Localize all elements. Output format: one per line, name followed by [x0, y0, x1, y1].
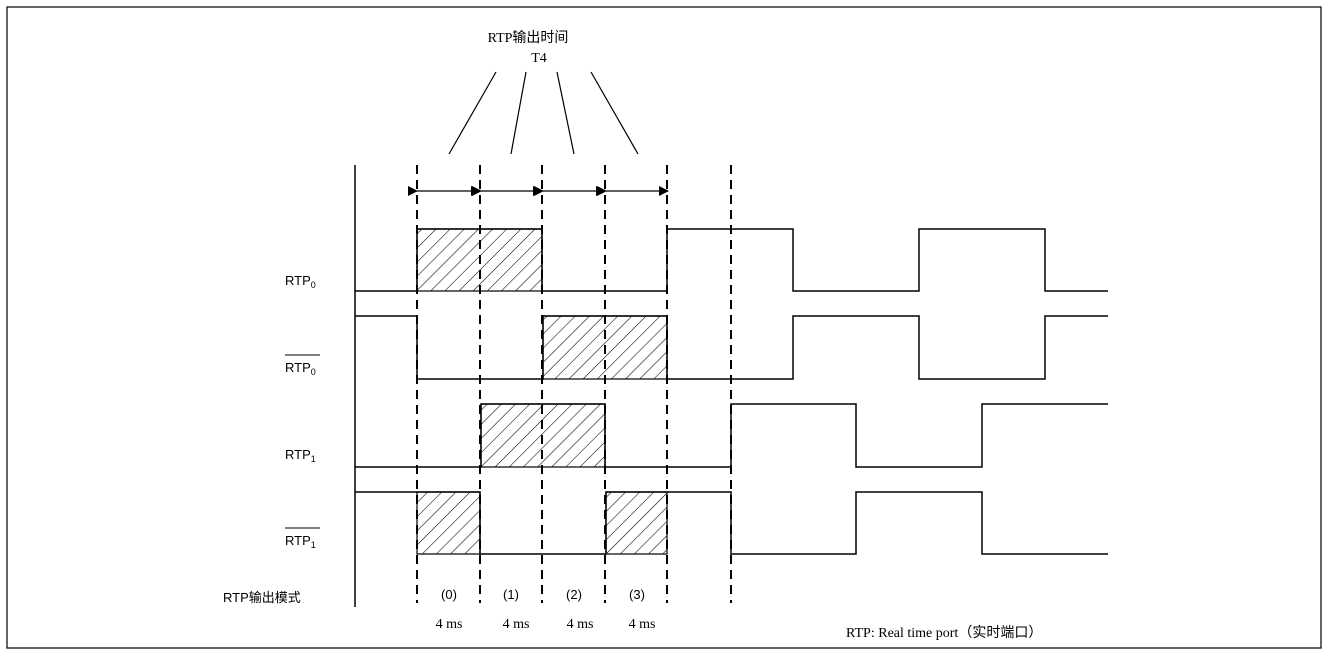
title-leader-lines	[448, 71, 639, 155]
duration-label-3: 4 ms	[629, 617, 656, 632]
signal-label-rtp0: RTP0	[285, 273, 316, 290]
hatch-rtp1-bar-a	[416, 491, 481, 555]
duration-label-1: 4 ms	[503, 617, 530, 632]
duration-label-0: 4 ms	[436, 617, 463, 632]
title-line-2: T4	[531, 51, 547, 66]
duration-labels: 4 ms 4 ms 4 ms 4 ms	[436, 617, 656, 632]
footnote: RTP: Real time port（实时端口）	[846, 625, 1042, 641]
mode-label-2: (2)	[566, 587, 582, 602]
hatch-rtp1-bar-b	[605, 491, 668, 555]
duration-label-2: 4 ms	[567, 617, 594, 632]
signal-labels: RTP0 RTP0 RTP1 RTP1	[285, 273, 320, 550]
signal-label-rtp1: RTP1	[285, 447, 316, 464]
time-markers	[416, 165, 732, 603]
mode-label-1: (1)	[503, 587, 519, 602]
title-line-1: RTP输出时间	[488, 30, 569, 46]
mode-row-label: RTP输出模式	[223, 590, 301, 605]
signal-label-rtp0-bar: RTP0	[285, 360, 316, 377]
mode-labels: (0) (1) (2) (3)	[441, 587, 645, 602]
signal-label-rtp1-bar: RTP1	[285, 533, 316, 550]
mode-label-3: (3)	[629, 587, 645, 602]
diagram-frame	[6, 6, 1322, 649]
mode-label-0: (0)	[441, 587, 457, 602]
